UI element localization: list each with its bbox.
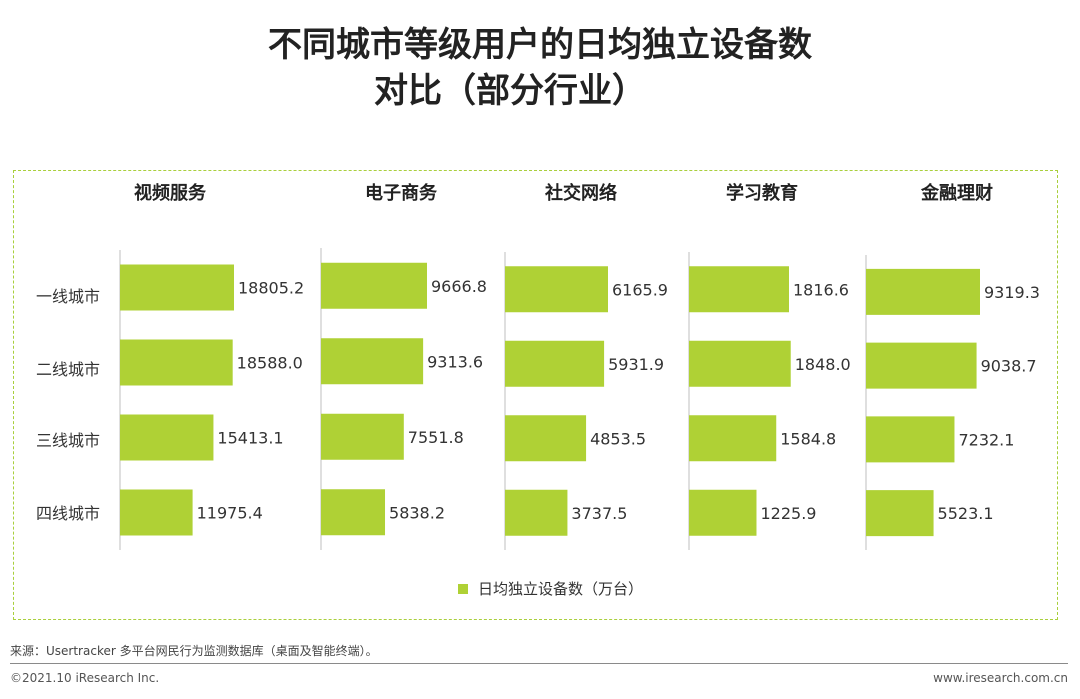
bar-value-label: 1816.6 <box>793 280 849 299</box>
bar-value-label: 5523.1 <box>938 504 994 523</box>
bar-value-label: 9319.3 <box>984 283 1040 302</box>
bar <box>866 268 980 315</box>
website-link[interactable]: www.iresearch.com.cn <box>933 671 1068 685</box>
bar <box>321 262 427 309</box>
bar-value-label: 9313.6 <box>427 352 483 371</box>
footer-divider <box>10 663 1068 664</box>
bar-value-label: 18805.2 <box>238 279 304 298</box>
bar-value-label: 11975.4 <box>197 504 263 523</box>
bar-value-label: 6165.9 <box>612 280 668 299</box>
bar-value-label: 4853.5 <box>590 429 646 448</box>
category-label: 二线城市 <box>36 360 100 379</box>
bar <box>689 266 789 313</box>
panel-title: 电子商务 <box>365 182 438 204</box>
bar <box>321 489 386 536</box>
panel-title: 学习教育 <box>726 182 798 204</box>
bar <box>120 339 233 386</box>
category-label: 四线城市 <box>36 504 100 523</box>
chart-frame <box>13 170 1058 620</box>
bar <box>120 489 193 536</box>
bar <box>505 489 568 536</box>
bar-value-label: 9666.8 <box>431 277 487 296</box>
bar-value-label: 1225.9 <box>760 504 816 523</box>
bar <box>689 489 757 536</box>
source-note: 来源：Usertracker 多平台网民行为监测数据库（桌面及智能终端）。 <box>10 644 378 658</box>
legend-label: 日均独立设备数（万台） <box>478 580 644 598</box>
category-label: 一线城市 <box>36 287 100 306</box>
legend-swatch <box>458 583 468 594</box>
bar <box>505 415 587 462</box>
category-label: 三线城市 <box>36 431 100 450</box>
chart-title-line-1: 不同城市等级用户的日均独立设备数 <box>268 25 812 65</box>
bar <box>120 264 234 311</box>
bar-value-label: 5931.9 <box>608 355 664 374</box>
bar <box>321 338 424 385</box>
bar <box>505 266 608 313</box>
bar-value-label: 15413.1 <box>217 429 283 448</box>
bar-value-label: 7232.1 <box>958 430 1014 449</box>
legend: 日均独立设备数（万台） <box>458 578 643 599</box>
bar-value-label: 9038.7 <box>981 357 1037 376</box>
bar <box>120 414 214 461</box>
bar <box>689 415 777 462</box>
bar-value-label: 1848.0 <box>795 355 851 374</box>
bar-value-label: 18588.0 <box>237 354 303 373</box>
chart-title: 不同城市等级用户的日均独立设备数 对比（部分行业） <box>0 22 1080 114</box>
bar-value-label: 3737.5 <box>571 504 627 523</box>
bar-value-label: 1584.8 <box>780 429 836 448</box>
chart-title-line-2: 对比（部分行业） <box>374 71 646 111</box>
bar <box>866 342 977 389</box>
panel-title: 社交网络 <box>545 182 617 204</box>
bar-value-label: 7551.8 <box>408 428 464 447</box>
panel-title: 金融理财 <box>920 182 993 204</box>
bar <box>689 340 791 387</box>
bar <box>321 413 404 460</box>
bar <box>866 416 955 463</box>
bar-value-label: 5838.2 <box>389 503 445 522</box>
copyright: ©2021.10 iResearch Inc. <box>10 671 160 685</box>
panel-title: 视频服务 <box>134 182 207 204</box>
bar <box>866 490 934 537</box>
bar <box>505 340 605 387</box>
